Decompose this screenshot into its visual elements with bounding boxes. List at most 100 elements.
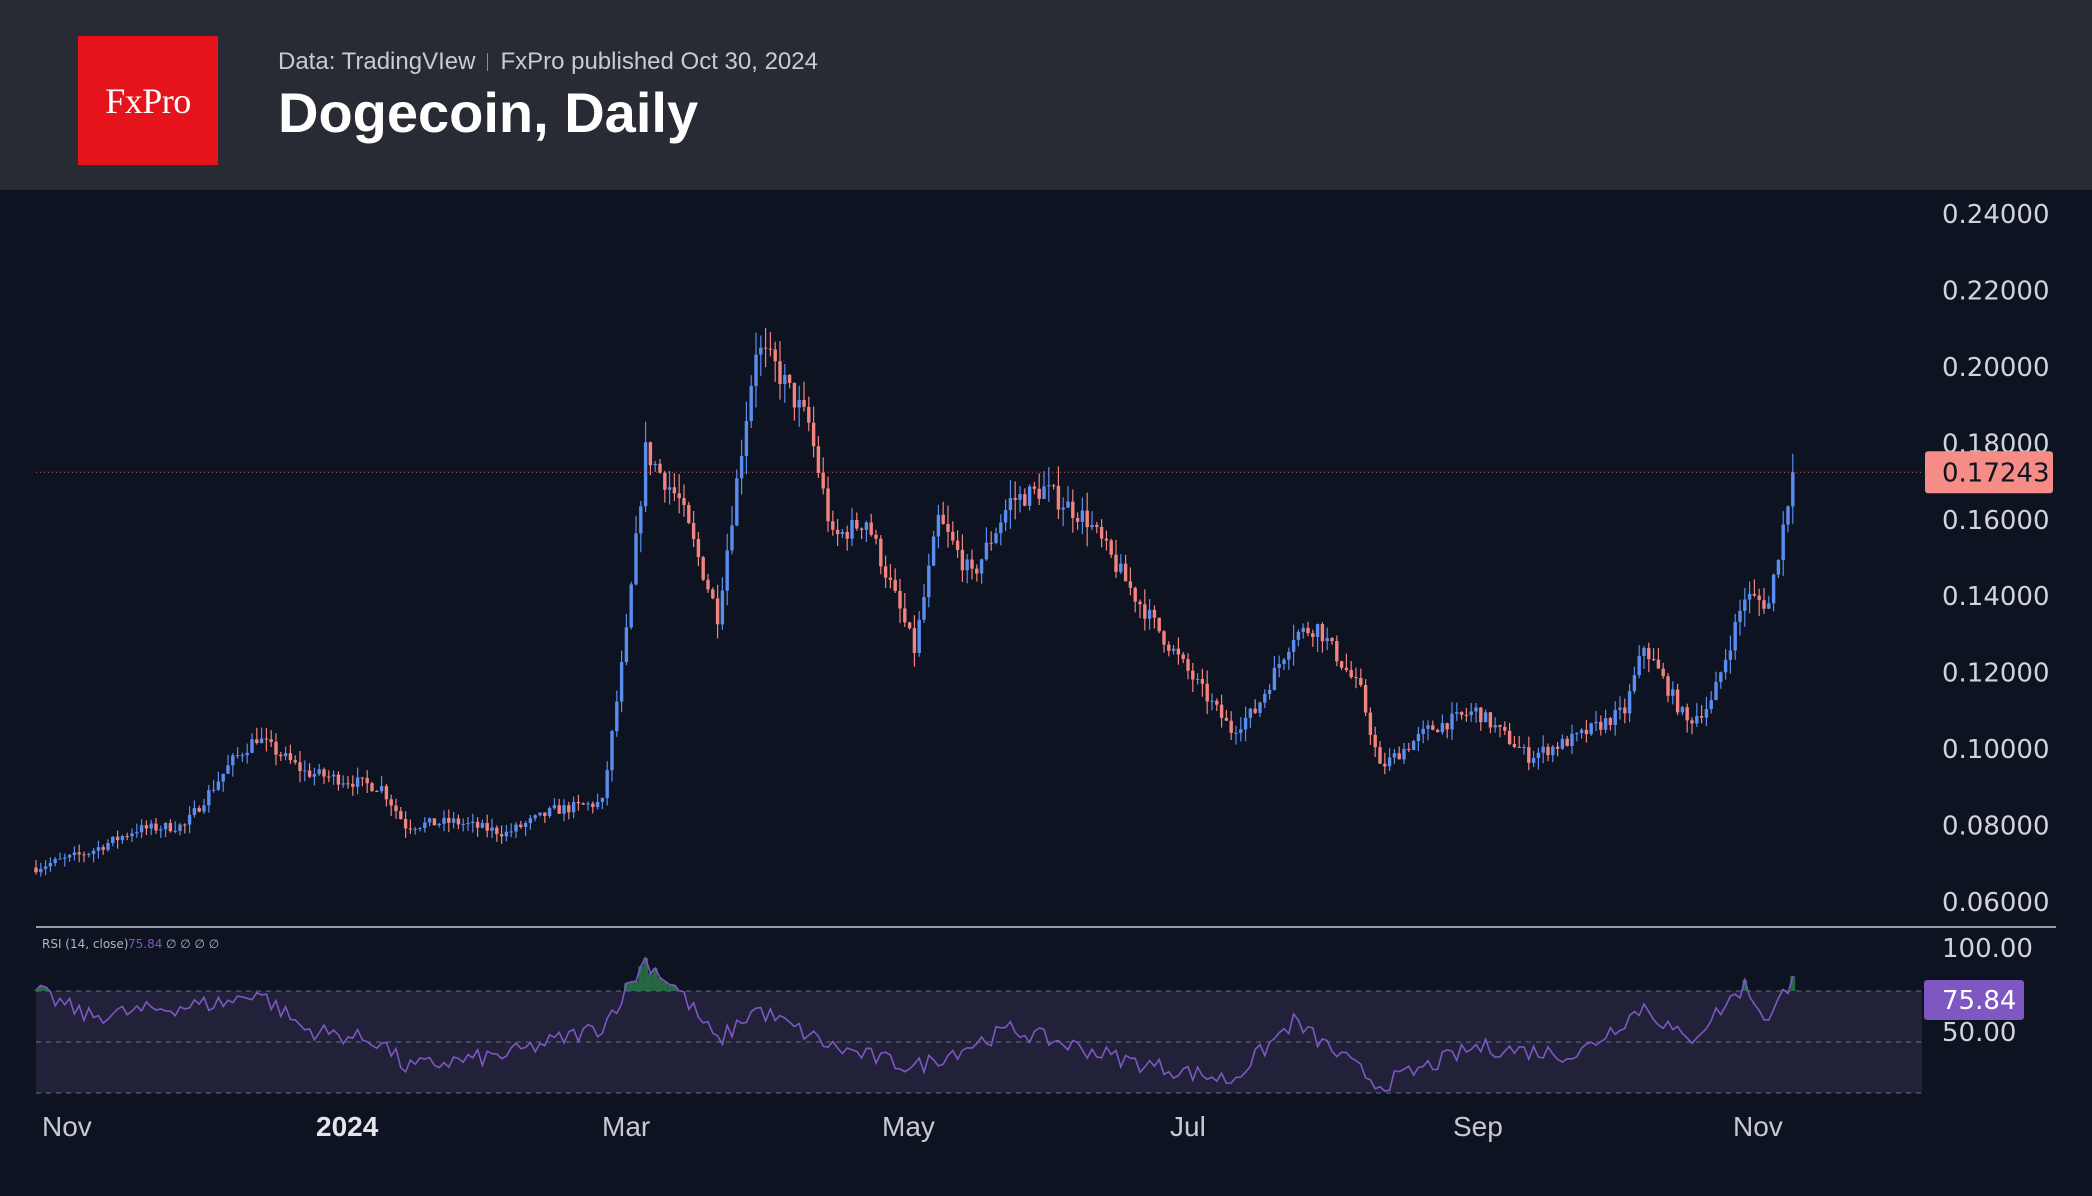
candle-body — [1560, 738, 1565, 749]
candle-body — [1531, 758, 1536, 763]
candle-body — [610, 731, 614, 771]
candle-body — [1071, 501, 1075, 518]
candle-body — [1272, 667, 1277, 690]
candle-body — [499, 834, 504, 837]
candle-body — [250, 739, 254, 753]
candle-body — [365, 777, 369, 784]
candle-body — [1699, 716, 1704, 718]
candle-body — [447, 817, 451, 823]
candle-body — [1656, 659, 1661, 669]
price-tick-label: 0.16000 — [1942, 506, 2050, 536]
candle-body — [1733, 621, 1737, 651]
candle-body — [984, 542, 989, 560]
candle-body — [211, 789, 216, 791]
candle-body — [1359, 678, 1363, 686]
candle-body — [1291, 639, 1296, 652]
candle-body — [403, 819, 408, 829]
candle-body — [691, 522, 696, 540]
candle-body — [1368, 712, 1373, 735]
candle-body — [221, 773, 225, 782]
candle-body — [1267, 689, 1272, 694]
candle-body — [874, 534, 878, 539]
candle-body — [797, 399, 801, 408]
candle-body — [1080, 510, 1085, 522]
candle-body — [1157, 617, 1161, 632]
candle-body — [951, 531, 955, 541]
candle-body — [605, 770, 609, 798]
candle-body — [1171, 648, 1176, 651]
candle-body — [1253, 708, 1257, 713]
candle-body — [1085, 510, 1089, 528]
candle-body — [39, 868, 43, 873]
candle-body — [269, 739, 273, 742]
candle-body — [557, 805, 561, 814]
candle-body — [1522, 747, 1526, 749]
candle-body — [509, 831, 513, 833]
published-date: FxPro published Oct 30, 2024 — [500, 48, 818, 75]
candle-body — [1195, 678, 1200, 680]
candle-body — [1003, 510, 1008, 523]
candle-body — [1320, 624, 1325, 642]
candle-body — [43, 866, 48, 869]
candle-body — [514, 824, 518, 832]
candle-body — [763, 347, 768, 349]
candle-body — [619, 662, 624, 702]
candle-body — [461, 823, 465, 825]
candle-body — [384, 786, 389, 800]
data-source: Data: TradingVIew — [278, 48, 476, 75]
candle-body — [235, 755, 240, 757]
candle-body — [903, 608, 907, 623]
candle-body — [869, 522, 873, 535]
candle-body — [101, 847, 105, 850]
rsi-indicator-label: RSI (14, close) — [42, 937, 128, 951]
candle-body — [816, 446, 821, 473]
candle-body — [907, 622, 912, 629]
candle-body — [552, 805, 557, 809]
candle-body — [1234, 732, 1238, 734]
candle-body — [533, 815, 537, 819]
candle-body — [53, 859, 57, 864]
candle-body — [360, 777, 365, 779]
price-tick-label: 0.12000 — [1942, 659, 2050, 689]
candle-body — [423, 822, 427, 828]
price-axis: 0.240000.220000.200000.180000.160000.140… — [1942, 200, 2050, 918]
candle-body — [437, 823, 441, 826]
candle-body — [1771, 574, 1776, 604]
candle-body — [480, 822, 485, 828]
candle-body — [744, 420, 749, 456]
candle-body — [1570, 733, 1574, 746]
candle-body — [778, 361, 782, 385]
candle-body — [1363, 685, 1368, 713]
candle-body — [1205, 683, 1209, 702]
candle-body — [1229, 720, 1233, 733]
time-tick-label: Mar — [602, 1111, 650, 1142]
candle-body — [307, 770, 312, 777]
candle-body — [1546, 746, 1550, 756]
candle-body — [1455, 712, 1459, 714]
candle-body — [399, 811, 403, 820]
candle-body — [653, 463, 657, 466]
candle-body — [754, 354, 758, 387]
candle-body — [283, 753, 288, 757]
candle-body — [58, 858, 62, 860]
candle-body — [1335, 641, 1339, 662]
candle-body — [1219, 704, 1224, 718]
time-tick-label: Nov — [1733, 1111, 1783, 1142]
candle-body — [1599, 721, 1603, 730]
price-tick-label: 0.20000 — [1942, 353, 2050, 383]
candle-body — [120, 836, 125, 841]
candle-body — [130, 833, 134, 837]
candle-body — [912, 628, 917, 653]
candle-body — [1387, 757, 1392, 767]
candle-body — [523, 823, 528, 828]
candle-body — [835, 529, 840, 535]
rsi-tick-label: 100.00 — [1942, 934, 2033, 964]
candle-body — [1541, 746, 1545, 753]
candle-body — [1584, 729, 1589, 735]
candle-body — [1397, 753, 1401, 760]
candle-body — [979, 559, 984, 574]
candle-body — [701, 557, 705, 580]
candle-body — [922, 597, 926, 620]
candle-body — [475, 821, 480, 828]
